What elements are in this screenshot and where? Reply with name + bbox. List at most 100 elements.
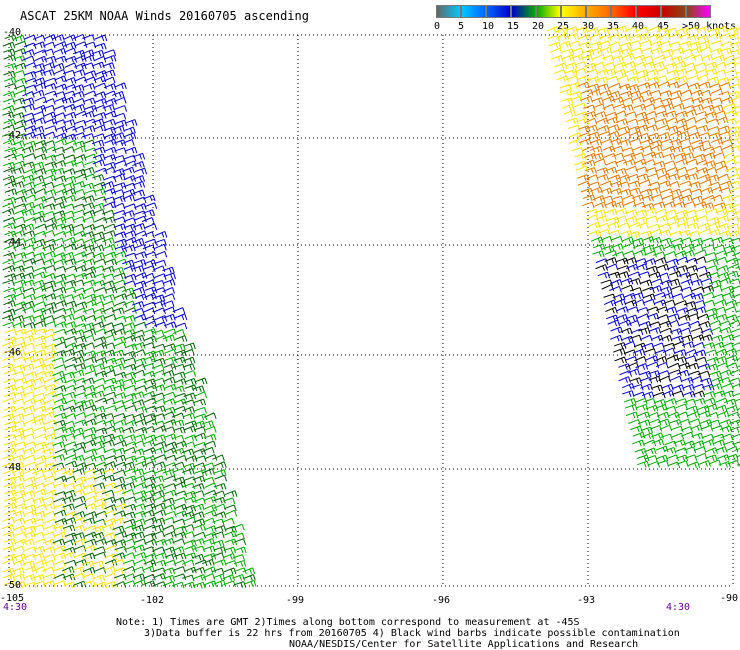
wind-barb <box>725 445 739 453</box>
wind-barb <box>91 49 105 57</box>
wind-barb <box>613 347 626 355</box>
wind-barb <box>608 41 621 49</box>
wind-barb <box>84 370 98 377</box>
wind-barb <box>576 174 590 181</box>
wind-barb <box>657 131 671 139</box>
wind-barb <box>23 140 37 148</box>
wind-barb <box>53 175 67 182</box>
wind-barb <box>674 356 687 363</box>
wind-barb <box>84 448 98 456</box>
wind-barb <box>655 118 668 125</box>
wind-barb <box>143 469 157 477</box>
wind-barb <box>203 426 217 433</box>
wind-barb <box>201 420 215 427</box>
colorbar-label: 10 <box>482 21 495 32</box>
wind-barb <box>2 308 16 316</box>
wind-barb <box>123 230 137 237</box>
wind-barb <box>163 433 177 440</box>
wind-barb <box>143 265 156 272</box>
wind-barb <box>626 362 640 369</box>
wind-barb <box>134 230 148 238</box>
wind-barb <box>587 131 601 139</box>
wind-barb <box>233 560 247 567</box>
wind-barb <box>72 468 86 475</box>
wind-barb <box>618 376 631 383</box>
wind-barb <box>53 182 66 190</box>
wind-barb <box>72 216 86 223</box>
wind-barb <box>94 427 108 435</box>
wind-barb <box>13 119 27 126</box>
wind-barb <box>24 581 37 589</box>
color-swatch <box>636 5 661 18</box>
wind-barb <box>142 272 155 280</box>
wind-barb <box>694 207 708 215</box>
footnote-credit: NOAA/NESDIS/Center for Satellite Applica… <box>289 639 639 650</box>
wind-barb <box>578 34 592 41</box>
wind-barb <box>154 425 167 432</box>
wind-barb <box>112 202 126 210</box>
wind-barb <box>73 495 87 503</box>
wind-barb <box>63 391 76 399</box>
wind-barb <box>132 307 145 315</box>
wind-barb <box>622 382 635 390</box>
wind-barb <box>22 112 35 120</box>
wind-barb <box>91 139 105 147</box>
wind-barb <box>53 560 66 567</box>
wind-barb <box>64 265 78 272</box>
wind-barb <box>44 118 58 125</box>
wind-barb <box>44 302 57 309</box>
color-swatch <box>561 5 586 18</box>
wind-barb <box>194 391 208 398</box>
wind-barb <box>82 258 96 266</box>
wind-barb <box>655 362 669 369</box>
wind-barb <box>2 105 15 112</box>
wind-barb <box>659 286 673 293</box>
wind-barb <box>123 217 137 224</box>
wind-barb <box>608 82 622 90</box>
wind-barb <box>204 482 217 490</box>
wind-barb <box>686 166 699 174</box>
wind-barb <box>41 181 55 189</box>
wind-barb <box>43 238 57 246</box>
wind-barb <box>705 454 718 462</box>
wind-barb <box>23 476 37 483</box>
wind-barb <box>183 490 197 498</box>
wind-barb <box>568 124 581 132</box>
wind-barb <box>134 215 147 223</box>
wind-barb <box>697 370 711 378</box>
wind-barb <box>82 110 95 118</box>
wind-barb <box>102 397 116 405</box>
wind-barb <box>13 525 27 532</box>
wind-barb <box>134 460 148 468</box>
wind-barb <box>681 145 695 152</box>
wind-barb <box>42 104 56 112</box>
wind-barb <box>22 490 36 497</box>
wind-barb <box>645 215 658 223</box>
wind-barb <box>617 125 631 133</box>
wind-barb <box>62 168 76 175</box>
wind-barb <box>647 223 661 231</box>
wind-barb <box>63 69 76 77</box>
wind-barb <box>2 265 16 272</box>
wind-barb <box>174 496 187 504</box>
wind-barb <box>64 342 78 350</box>
wind-barb <box>201 446 215 454</box>
wind-barb <box>605 208 618 216</box>
wind-barb <box>162 581 176 588</box>
wind-barb <box>92 118 105 126</box>
wind-barb <box>648 271 662 279</box>
wind-barb <box>54 41 68 48</box>
lon-label: -96 <box>432 595 451 606</box>
wind-barb <box>124 441 137 448</box>
wind-barb <box>23 397 37 405</box>
wind-barb <box>112 132 126 139</box>
wind-barb <box>153 343 166 351</box>
wind-barb <box>33 82 47 89</box>
wind-barb <box>72 349 85 357</box>
wind-barb <box>11 181 25 188</box>
wind-barb <box>604 200 618 208</box>
wind-barb <box>589 33 602 41</box>
wind-barb <box>588 89 602 96</box>
colorbar-label: 15 <box>507 21 520 32</box>
wind-barb <box>714 299 728 306</box>
